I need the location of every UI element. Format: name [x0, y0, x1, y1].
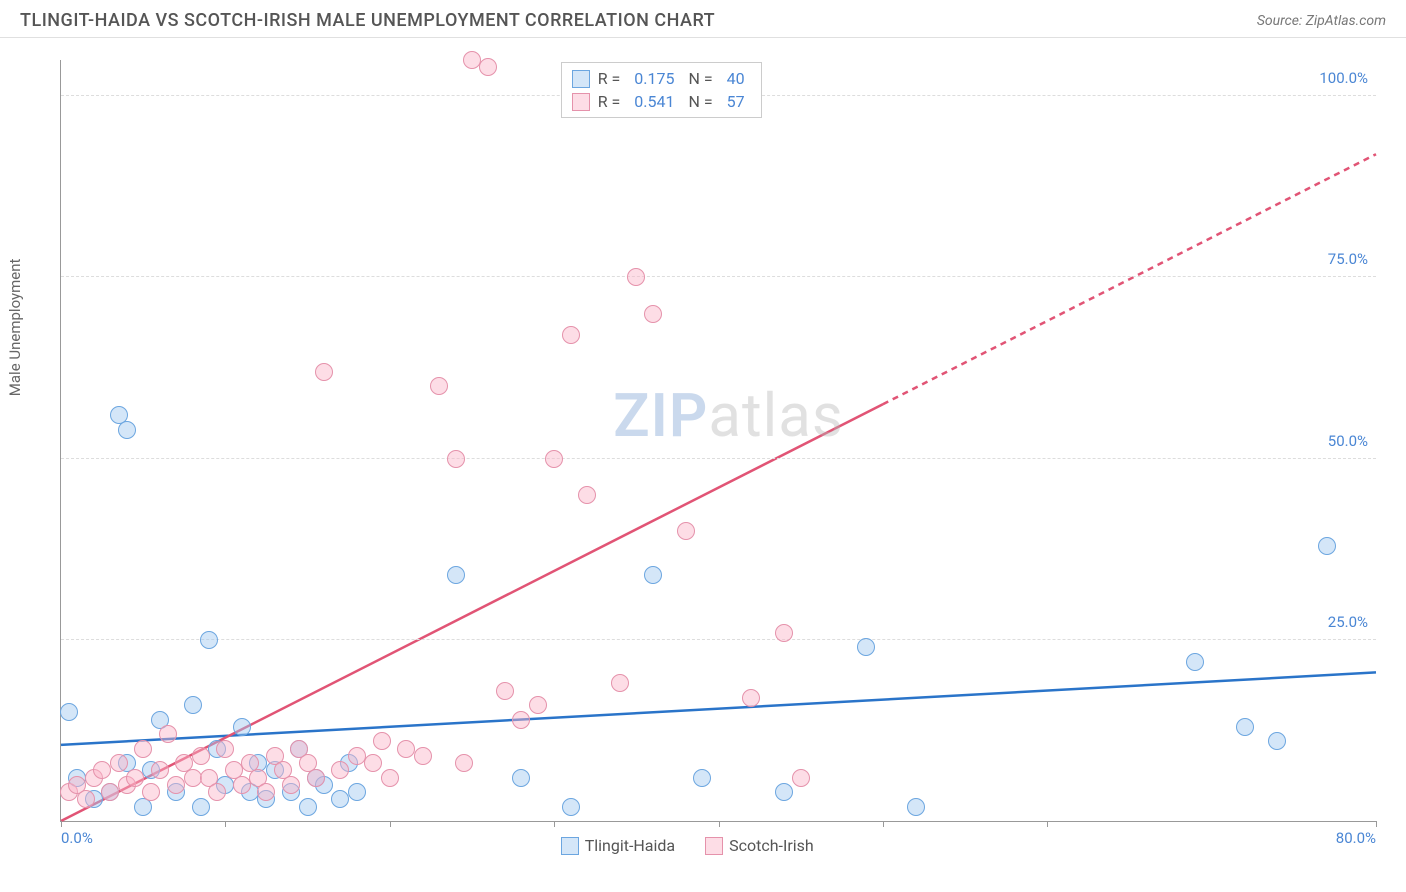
y-tick-label: 75.0%	[1328, 250, 1368, 268]
scatter-point	[512, 769, 530, 787]
scatter-point	[151, 761, 169, 779]
y-tick-label: 100.0%	[1319, 69, 1368, 87]
legend-row-series-0: R = 0.175 N = 40	[572, 67, 751, 90]
scatter-point	[118, 421, 136, 439]
scatter-point	[397, 740, 415, 758]
gridline	[61, 639, 1376, 640]
scatter-point	[233, 718, 251, 736]
correlation-legend: R = 0.175 N = 40 R = 0.541 N = 57	[561, 62, 762, 118]
scatter-point	[644, 566, 662, 584]
legend-swatch-icon	[572, 70, 590, 88]
chart-header: TLINGIT-HAIDA VS SCOTCH-IRISH MALE UNEMP…	[0, 0, 1406, 38]
scatter-point	[60, 703, 78, 721]
trend-lines	[61, 60, 1376, 821]
x-tick-label: 0.0%	[61, 829, 93, 847]
scatter-point	[496, 682, 514, 700]
y-tick-label: 50.0%	[1328, 432, 1368, 450]
x-tick	[719, 821, 720, 827]
legend-swatch-icon	[561, 837, 579, 855]
scatter-point	[627, 268, 645, 286]
scatter-point	[299, 798, 317, 816]
scatter-point	[208, 783, 226, 801]
scatter-point	[233, 776, 251, 794]
scatter-point	[512, 711, 530, 729]
scatter-point	[677, 522, 695, 540]
scatter-point	[93, 761, 111, 779]
scatter-point	[578, 486, 596, 504]
scatter-point	[216, 740, 234, 758]
scatter-point	[142, 783, 160, 801]
scatter-point	[364, 754, 382, 772]
scatter-point	[1318, 537, 1336, 555]
scatter-point	[455, 754, 473, 772]
scatter-point	[348, 783, 366, 801]
scatter-point	[611, 674, 629, 692]
scatter-point	[430, 377, 448, 395]
scatter-point	[192, 747, 210, 765]
x-tick	[554, 821, 555, 827]
scatter-point	[315, 363, 333, 381]
chart-source: Source: ZipAtlas.com	[1257, 13, 1386, 29]
legend-swatch-icon	[705, 837, 723, 855]
chart-area: Male Unemployment ZIPatlas R = 0.175 N =…	[50, 50, 1386, 862]
scatter-point	[126, 769, 144, 787]
scatter-point	[192, 798, 210, 816]
scatter-point	[857, 638, 875, 656]
legend-row-series-1: R = 0.541 N = 57	[572, 90, 751, 113]
x-tick-label: 80.0%	[1336, 829, 1376, 847]
scatter-point	[381, 769, 399, 787]
legend-item-series-0: Tlingit-Haida	[561, 836, 675, 855]
scatter-point	[331, 761, 349, 779]
x-tick	[390, 821, 391, 827]
scatter-point	[414, 747, 432, 765]
scatter-point	[101, 783, 119, 801]
scatter-point	[742, 689, 760, 707]
scatter-point	[159, 725, 177, 743]
scatter-point	[307, 769, 325, 787]
scatter-point	[792, 769, 810, 787]
scatter-point	[562, 326, 580, 344]
gridline	[61, 458, 1376, 459]
scatter-point	[693, 769, 711, 787]
scatter-point	[1186, 653, 1204, 671]
x-tick	[225, 821, 226, 827]
scatter-point	[775, 624, 793, 642]
scatter-point	[447, 566, 465, 584]
scatter-point	[545, 450, 563, 468]
scatter-point	[282, 776, 300, 794]
legend-item-series-1: Scotch-Irish	[705, 836, 814, 855]
scatter-point	[167, 776, 185, 794]
scatter-point	[348, 747, 366, 765]
scatter-point	[479, 58, 497, 76]
legend-swatch-icon	[572, 93, 590, 111]
scatter-point	[775, 783, 793, 801]
scatter-point	[257, 783, 275, 801]
scatter-point	[77, 790, 95, 808]
y-axis-label: Male Unemployment	[6, 259, 24, 397]
scatter-point	[447, 450, 465, 468]
scatter-point	[134, 740, 152, 758]
scatter-point	[373, 732, 391, 750]
gridline	[61, 276, 1376, 277]
scatter-point	[1268, 732, 1286, 750]
x-tick	[1376, 821, 1377, 827]
scatter-point	[1236, 718, 1254, 736]
scatter-point	[562, 798, 580, 816]
scatter-point	[184, 696, 202, 714]
x-tick	[1047, 821, 1048, 827]
series-legend: Tlingit-Haida Scotch-Irish	[561, 836, 814, 855]
scatter-point	[644, 305, 662, 323]
scatter-point	[463, 51, 481, 69]
chart-title: TLINGIT-HAIDA VS SCOTCH-IRISH MALE UNEMP…	[20, 10, 715, 31]
scatter-point	[200, 631, 218, 649]
scatter-point	[110, 754, 128, 772]
y-tick-label: 25.0%	[1328, 613, 1368, 631]
scatter-point	[184, 769, 202, 787]
x-tick	[61, 821, 62, 827]
x-tick	[883, 821, 884, 827]
plot-region: ZIPatlas R = 0.175 N = 40 R = 0.541 N = …	[60, 60, 1376, 822]
scatter-point	[907, 798, 925, 816]
scatter-point	[529, 696, 547, 714]
scatter-point	[331, 790, 349, 808]
